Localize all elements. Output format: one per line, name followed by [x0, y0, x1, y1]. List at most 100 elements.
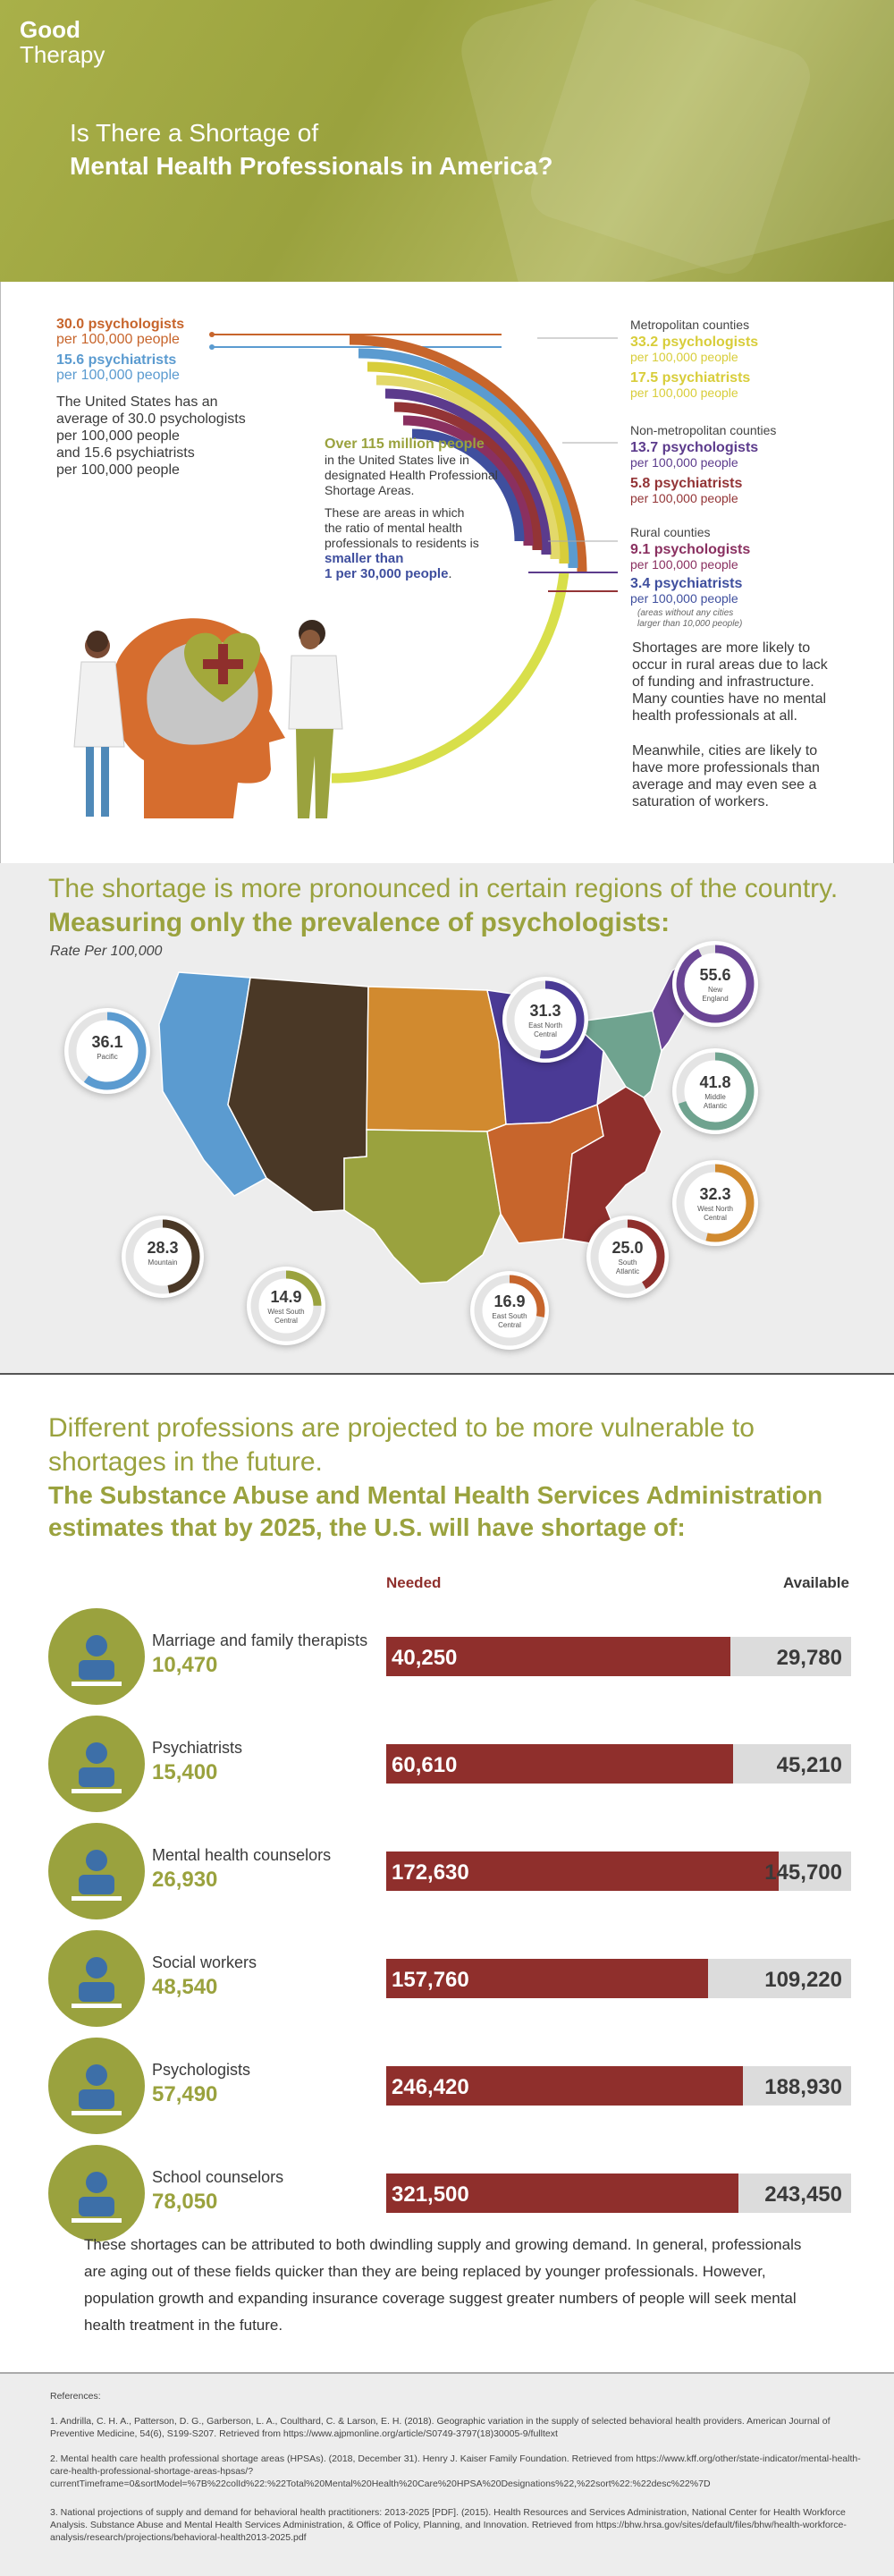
- region-bubble-west-south-central: 14.9 West South Central: [247, 1267, 325, 1345]
- gauge-fill-4: [474, 1275, 545, 1346]
- region-name-line2: Atlantic: [703, 1102, 728, 1110]
- region-value: 36.1: [91, 1033, 123, 1051]
- hpsa-callout: Over 115 million people in the United St…: [325, 436, 498, 581]
- region-name: Mountain: [148, 1258, 178, 1267]
- needed-value: 40,250: [392, 1646, 458, 1670]
- region-name-line2: Central: [704, 1214, 727, 1222]
- available-value: 29,780: [776, 1646, 842, 1670]
- logo-therapy[interactable]: Therapy: [20, 41, 105, 68]
- map-region-west-north-central: [366, 986, 507, 1132]
- school-counselor-icon-glyph: [72, 2172, 122, 2223]
- bar-needed-4: 246,420: [386, 2066, 743, 2106]
- available-value: 109,220: [764, 1968, 842, 1992]
- social-worker-icon: [48, 1930, 145, 2027]
- profession-name: Marriage and family therapists: [152, 1631, 368, 1649]
- available-value: 243,450: [764, 2182, 842, 2207]
- counselor-icon: [48, 1823, 145, 1919]
- bar-needed-5: 321,500: [386, 2174, 738, 2213]
- school-counselor-icon: [48, 2145, 145, 2241]
- city-paragraph: Meanwhile, cities are likely to have more…: [632, 743, 820, 809]
- bar-needed-3: 157,760: [386, 1959, 708, 1998]
- bar-needed-1: 60,610: [386, 1744, 733, 1784]
- arc-graphic: [73, 332, 618, 818]
- bar-needed-0: 40,250: [386, 1637, 730, 1676]
- national-psych-unit: per 100,000 people: [56, 332, 180, 347]
- needed-value: 157,760: [392, 1968, 469, 1992]
- regions-subheading: Measuring only the prevalence of psychol…: [48, 908, 670, 937]
- region-name-line2: Atlantic: [615, 1267, 640, 1275]
- region-value: 31.3: [529, 1002, 561, 1020]
- region-name: New: [707, 986, 722, 994]
- reference-1[interactable]: 1. Andrilla, C. H. A., Patterson, D. G.,…: [50, 2416, 831, 2439]
- region-gauge: [590, 1219, 665, 1294]
- regions-section: The shortage is more pronounced in certa…: [0, 863, 894, 1375]
- profession-name: Social workers: [152, 1953, 257, 1971]
- hero-banner: Good Therapy Is There a Shortage of Ment…: [0, 0, 894, 282]
- region-bubble-south-atlantic: 25.0 South Atlantic: [586, 1216, 669, 1298]
- national-psych-rate: 30.0 psychologists: [56, 317, 185, 332]
- gauge-fill-7: [676, 1052, 755, 1131]
- region-value: 41.8: [699, 1073, 731, 1091]
- gauge-fill-8: [676, 945, 755, 1023]
- national-psychiatrist-rate: 15.6 psychiatrists: [56, 352, 177, 368]
- profession-shortage: 26,930: [152, 1868, 218, 1892]
- profession-name: Psychologists: [152, 2061, 251, 2079]
- hero-title-line2: Mental Health Professionals in America?: [70, 152, 553, 180]
- national-psychiatrist-unit: per 100,000 people: [56, 368, 180, 383]
- logo-good[interactable]: Good: [20, 16, 80, 43]
- region-gauge: [474, 1275, 545, 1346]
- national-overview-section: 30.0 psychologists per 100,000 people 15…: [0, 282, 894, 864]
- gauge-fill-6: [676, 1164, 755, 1242]
- conclusion-paragraph: These shortages can be attributed to bot…: [84, 2236, 802, 2334]
- references-title: References:: [50, 2391, 101, 2402]
- region-name-line2: Central: [534, 1030, 557, 1038]
- region-name-line2: Central: [274, 1317, 298, 1325]
- region-value: 16.9: [493, 1292, 526, 1310]
- needed-value: 172,630: [392, 1860, 469, 1885]
- rural-paragraph: Shortages are more likely to occur in rur…: [632, 640, 828, 724]
- region-value: 32.3: [699, 1185, 731, 1203]
- reference-3[interactable]: 3. National projections of supply and de…: [50, 2507, 847, 2543]
- available-value: 45,210: [776, 1753, 842, 1777]
- region-bubble-east-north-central: 31.3 East North Central: [502, 977, 588, 1063]
- nonmetro-psychiatrists-unit: per 100,000 people: [630, 491, 738, 505]
- region-bubble-east-south-central: 16.9 East South Central: [470, 1271, 549, 1350]
- region-gauge: [676, 945, 755, 1023]
- regions-heading: The shortage is more pronounced in certa…: [48, 874, 839, 903]
- region-value: 25.0: [611, 1239, 644, 1257]
- map-region-middle-atlantic: [570, 1010, 662, 1098]
- region-gauge: [676, 1164, 755, 1242]
- region-value: 28.3: [147, 1239, 179, 1257]
- profession-name: Psychiatrists: [152, 1739, 243, 1757]
- needed-value: 246,420: [392, 2075, 469, 2099]
- social-worker-icon-glyph: [72, 1957, 122, 2008]
- region-bubble-mountain: 28.3 Mountain: [122, 1216, 204, 1298]
- rate-label: Rate Per 100,000: [50, 944, 163, 959]
- bar-needed-2: 172,630: [386, 1852, 779, 1891]
- gauge-fill-3: [506, 980, 585, 1059]
- metro-title: Metropolitan counties: [630, 318, 750, 332]
- region-bubble-pacific: 36.1 Pacific: [64, 1008, 150, 1094]
- region-gauge: [250, 1270, 322, 1342]
- metro-psych-unit: per 100,000 people: [630, 350, 738, 364]
- rural-psych-unit: per 100,000 people: [630, 557, 738, 572]
- nonmetro-title: Non-metropolitan counties: [630, 423, 777, 437]
- region-bubble-middle-atlantic: 41.8 Middle Atlantic: [672, 1048, 758, 1134]
- reference-2[interactable]: 2. Mental health care health professiona…: [50, 2453, 861, 2489]
- professions-heading: Different professions are projected to b…: [48, 1413, 755, 1477]
- region-value: 14.9: [270, 1288, 302, 1306]
- metro-psychiatrists-unit: per 100,000 people: [630, 386, 738, 400]
- available-value: 188,930: [764, 2075, 842, 2099]
- profession-name: School counselors: [152, 2168, 284, 2186]
- available-value: 145,700: [764, 1860, 842, 1885]
- region-value: 55.6: [699, 966, 731, 984]
- region-name-line2: England: [702, 995, 729, 1003]
- nonmetro-psychiatrists: 5.8 psychiatrists: [630, 476, 743, 491]
- national-description: The United States has an average of 30.0 …: [56, 394, 246, 478]
- rural-note: (areas without any cities larger than 10,…: [637, 608, 743, 629]
- profession-shortage: 10,470: [152, 1653, 218, 1677]
- gauge-fill-5: [590, 1219, 665, 1294]
- rural-psychiatrists-unit: per 100,000 people: [630, 591, 738, 606]
- region-bubble-west-north-central: 32.3 West North Central: [672, 1160, 758, 1246]
- metro-psychiatrists: 17.5 psychiatrists: [630, 370, 751, 386]
